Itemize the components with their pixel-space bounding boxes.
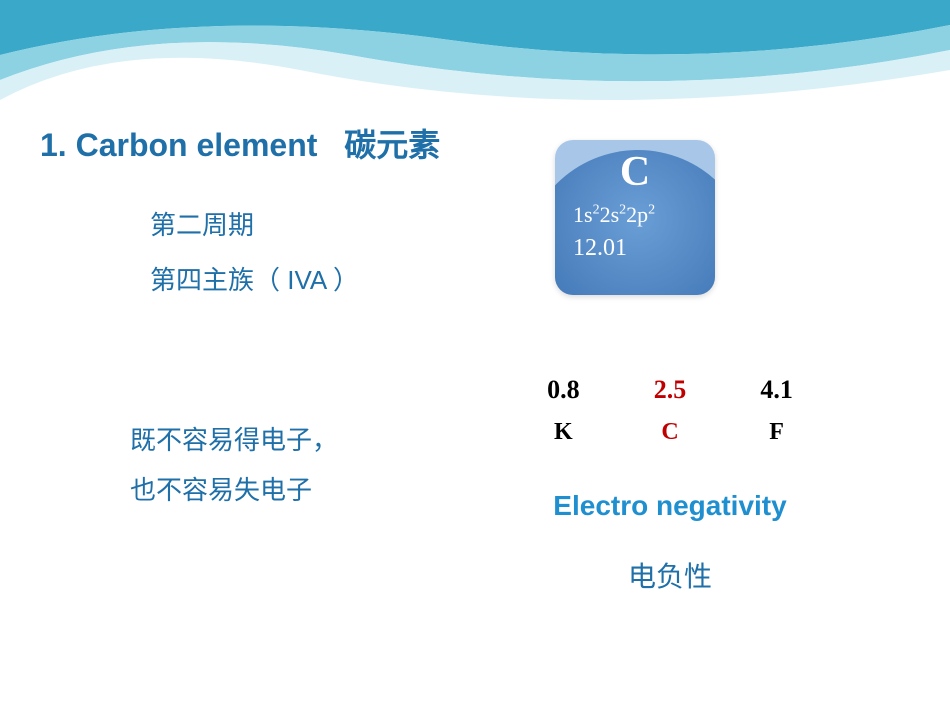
en-symbol-f: F (737, 419, 817, 446)
heading-number: 1. (40, 127, 67, 163)
en-values-row: 0.8 2.5 4.1 (510, 375, 830, 405)
slide-heading: 1. Carbon element 碳元素 (40, 120, 440, 166)
electron-config: 1s22s22p2 (573, 202, 655, 228)
gain-electron-text: 既不容易得电子， (130, 420, 338, 457)
en-value-c: 2.5 (630, 375, 710, 405)
en-symbol-k: K (523, 419, 603, 446)
atomic-mass: 12.01 (573, 235, 627, 262)
en-symbols-row: K C F (510, 419, 830, 446)
electronegativity-label-cn: 电负性 (500, 555, 840, 595)
electronegativity-label-en: Electro negativity (500, 490, 840, 522)
group-text: 第四主族（ IVA ） (150, 260, 359, 297)
lose-electron-text: 也不容易失电子 (130, 470, 312, 507)
element-card: C 1s22s22p2 12.01 (555, 140, 715, 295)
en-value-f: 4.1 (737, 375, 817, 405)
en-symbol-c: C (630, 419, 710, 446)
period-text: 第二周期 (150, 205, 254, 242)
heading-title-en: Carbon element (76, 127, 318, 163)
element-symbol: C (555, 148, 715, 196)
heading-title-cn: 碳元素 (344, 127, 440, 163)
electronegativity-table: 0.8 2.5 4.1 K C F (510, 375, 830, 460)
en-value-k: 0.8 (523, 375, 603, 405)
